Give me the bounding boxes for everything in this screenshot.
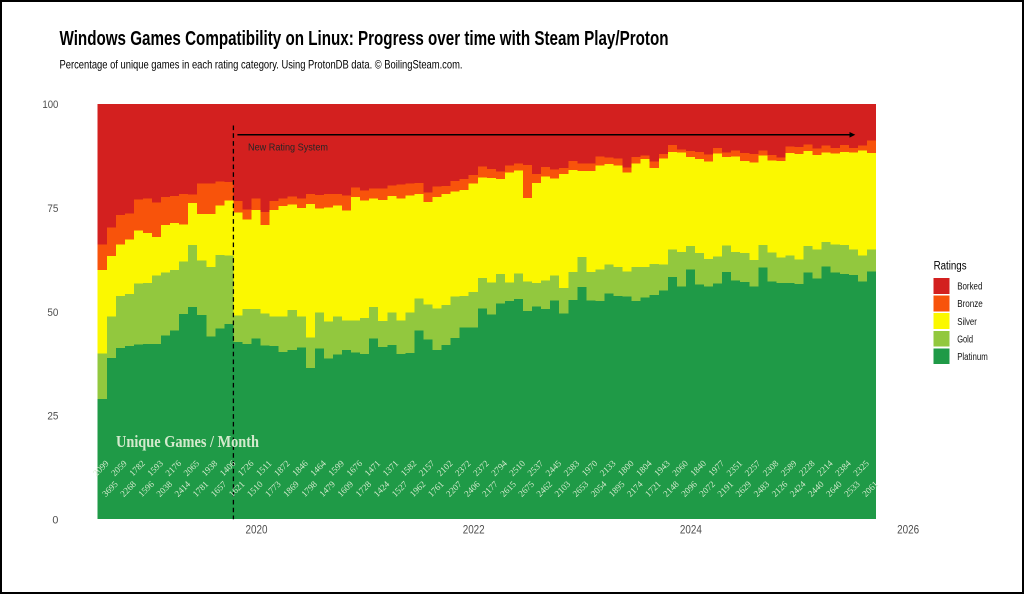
svg-text:Silver: Silver [957, 317, 977, 328]
svg-text:Platinum: Platinum [957, 352, 988, 363]
svg-text:75: 75 [47, 203, 58, 215]
svg-text:Gold: Gold [957, 334, 973, 345]
svg-text:Ratings: Ratings [934, 261, 967, 273]
svg-text:Borked: Borked [957, 282, 982, 293]
svg-text:100: 100 [42, 99, 58, 111]
svg-text:2024: 2024 [680, 523, 702, 537]
svg-text:2022: 2022 [463, 523, 485, 537]
svg-text:Bronze: Bronze [957, 299, 983, 310]
svg-text:New Rating System: New Rating System [248, 143, 328, 154]
svg-text:0: 0 [52, 514, 58, 526]
svg-text:50: 50 [47, 307, 58, 319]
svg-text:2026: 2026 [897, 523, 919, 537]
svg-text:Unique Games / Month: Unique Games / Month [116, 432, 259, 451]
svg-text:2020: 2020 [246, 523, 268, 537]
svg-text:Percentage of unique games in: Percentage of unique games in each ratin… [60, 58, 463, 72]
svg-text:25: 25 [47, 411, 58, 423]
svg-text:Windows Games Compatibility on: Windows Games Compatibility on Linux: Pr… [60, 28, 669, 50]
